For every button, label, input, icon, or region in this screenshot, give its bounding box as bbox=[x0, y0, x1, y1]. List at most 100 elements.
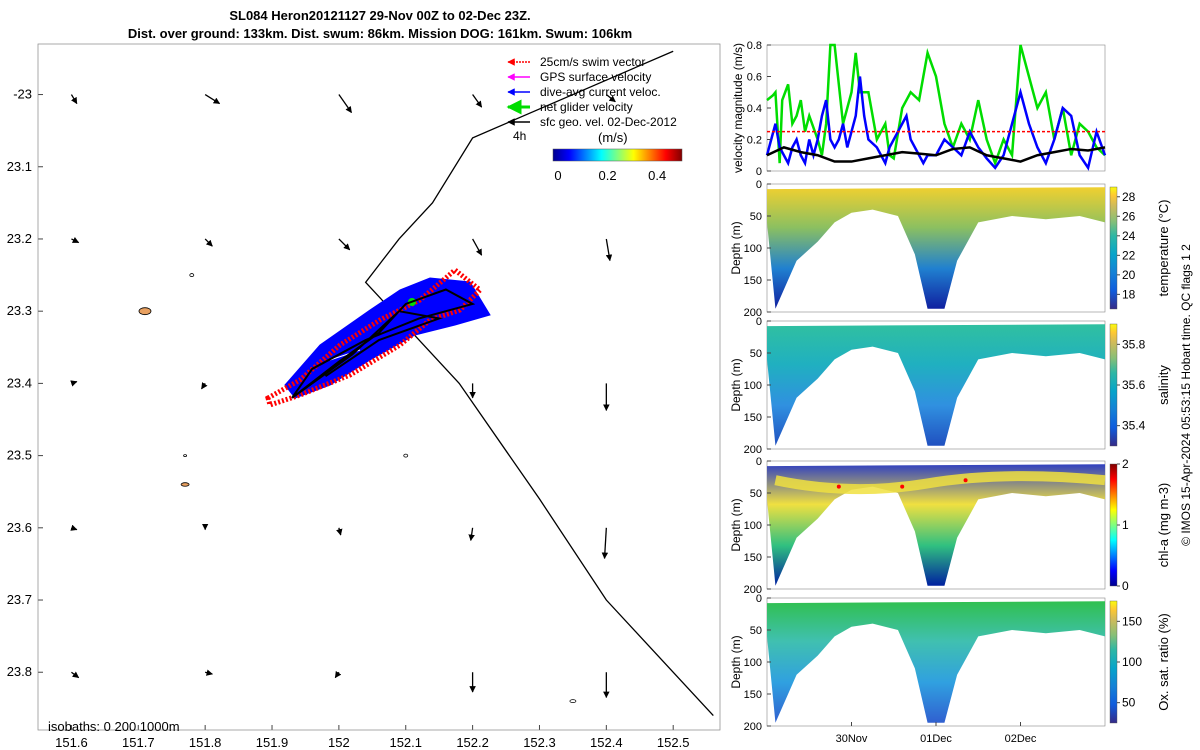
map-x-tick-label: 152.4 bbox=[590, 735, 623, 750]
colorbar-tick-label: 35.4 bbox=[1122, 419, 1146, 433]
geo-velocity-vector bbox=[601, 527, 609, 560]
section-data-field bbox=[767, 601, 1105, 723]
section-colorbar bbox=[1109, 186, 1118, 310]
geo-velocity-vector bbox=[204, 93, 221, 105]
map-y-tick-label: 23.6 bbox=[7, 520, 32, 535]
map-colorbar-tick-label: 0 bbox=[554, 168, 561, 183]
section-y-tick-label: 0 bbox=[756, 316, 762, 328]
map-plot-area bbox=[37, 43, 721, 731]
section-y-tick-label: 150 bbox=[744, 275, 762, 287]
isobath-contour bbox=[180, 482, 190, 487]
map-y-tick-label: 23.1 bbox=[7, 159, 32, 174]
legend-gps: GPS surface velocity bbox=[540, 70, 651, 84]
time-x-tick-label: 30Nov bbox=[836, 733, 868, 745]
section-colorbar bbox=[1109, 600, 1118, 724]
geo-velocity-vector bbox=[338, 238, 351, 251]
colorbar-tick-label: 28 bbox=[1122, 190, 1136, 204]
map-colorbar-tick-label: 0.4 bbox=[648, 168, 666, 183]
section-y-tick-label: 100 bbox=[744, 380, 762, 392]
geo-velocity-vector bbox=[472, 94, 483, 108]
velocity-y-tick-label: 0.2 bbox=[747, 135, 762, 147]
legend-current: dive-avg current veloc. bbox=[540, 85, 661, 99]
chl-max-layer bbox=[774, 471, 1106, 495]
isobath-contour bbox=[189, 273, 195, 277]
chl-peak-point bbox=[836, 484, 841, 489]
colorbar-tick-label: 100 bbox=[1122, 655, 1142, 669]
section-colorbar bbox=[1109, 323, 1118, 447]
map-y-tick-label: -23 bbox=[13, 87, 32, 102]
section-y-tick-label: 100 bbox=[744, 520, 762, 532]
colorbar-label: Ox. sat. ratio (%) bbox=[1156, 613, 1171, 711]
map-y-tick-label: 23.3 bbox=[7, 303, 32, 318]
section-panel: 0 50 100 150 200 Depth (m) 35.4 35.6 35.8 salinit… bbox=[729, 316, 1171, 456]
geostrophic-vectors bbox=[70, 93, 616, 699]
section-y-label: Depth (m) bbox=[729, 635, 743, 688]
section-y-tick-label: 50 bbox=[750, 348, 762, 360]
velocity-y-tick-label: 0.4 bbox=[747, 103, 762, 115]
colorbar-label: temperature (°C) bbox=[1156, 200, 1171, 297]
section-y-tick-label: 100 bbox=[744, 657, 762, 669]
chart-title-line-1: SL084 Heron20121127 29-Nov 00Z to 02-Dec… bbox=[229, 8, 531, 23]
velocity-y-tick-label: 0.6 bbox=[747, 72, 762, 84]
swim-vector-cloud bbox=[265, 266, 484, 409]
section-y-label: Depth (m) bbox=[729, 221, 743, 274]
section-y-tick-label: 0 bbox=[756, 593, 762, 605]
section-y-tick-label: 150 bbox=[744, 689, 762, 701]
geo-velocity-vector bbox=[201, 382, 208, 390]
map-x-tick-label: 151.7 bbox=[122, 735, 155, 750]
geo-velocity-vector bbox=[70, 94, 78, 105]
section-data-field bbox=[767, 324, 1105, 446]
section-y-label: Depth (m) bbox=[729, 358, 743, 411]
isobath-contour bbox=[403, 453, 409, 458]
map-x-tick-label: 151.8 bbox=[189, 735, 222, 750]
time-x-tick-label: 01Dec bbox=[920, 733, 952, 745]
map-x-tick-label: 152 bbox=[328, 735, 350, 750]
legend-scale-label: 4h bbox=[513, 129, 526, 143]
map-y-tick-label: 23.4 bbox=[7, 375, 32, 390]
isobath-label: isobaths: 0 200 1000m bbox=[48, 719, 180, 734]
glider-track-line bbox=[291, 288, 476, 399]
geo-velocity-vector bbox=[70, 524, 78, 531]
colorbar-tick-label: 1 bbox=[1122, 518, 1129, 532]
section-y-tick-label: 50 bbox=[750, 211, 762, 223]
colorbar-tick-label: 22 bbox=[1122, 248, 1136, 262]
colorbar-label: chl-a (mg m-3) bbox=[1156, 483, 1171, 568]
map-colorbar-tick-label: 0.2 bbox=[599, 168, 617, 183]
map-legend: 25cm/s swim vector GPS surface velocity … bbox=[506, 55, 683, 183]
map-y-tick-label: 23.8 bbox=[7, 664, 32, 679]
map-x-tick-label: 152.5 bbox=[657, 735, 690, 750]
velocity-series-line bbox=[766, 146, 1106, 163]
colorbar-tick-label: 24 bbox=[1122, 229, 1136, 243]
section-data-field bbox=[767, 464, 1105, 586]
chl-peak-point bbox=[963, 478, 968, 483]
map-x-tick-label: 152.2 bbox=[456, 735, 489, 750]
section-y-tick-label: 200 bbox=[744, 721, 762, 733]
velocity-y-label: velocity magnitude (m/s) bbox=[731, 43, 745, 173]
colorbar-tick-label: 0 bbox=[1122, 579, 1129, 593]
section-panel: 0 50 100 150 200 Depth (m) 0 1 2 chl-a (mg m-3) bbox=[729, 456, 1171, 596]
chart-title-line-2: Dist. over ground: 133km. Dist. swum: 86… bbox=[127, 26, 633, 41]
colorbar-tick-label: 35.6 bbox=[1122, 378, 1146, 392]
isobath-contour bbox=[183, 454, 187, 458]
chl-peak-point bbox=[900, 484, 905, 489]
map-x-tick-label: 151.9 bbox=[256, 735, 289, 750]
section-y-tick-label: 0 bbox=[756, 179, 762, 191]
map-y-tick-label: 23.7 bbox=[7, 592, 32, 607]
map-panel: 151.6 151.7 151.8 151.9 152 152.1 152.2 152.3 15… bbox=[7, 43, 721, 750]
section-y-tick-label: 0 bbox=[756, 456, 762, 468]
map-x-tick-label: 151.6 bbox=[55, 735, 88, 750]
section-y-tick-label: 200 bbox=[744, 584, 762, 596]
geo-velocity-vector bbox=[338, 94, 353, 114]
velocity-y-tick-label: 0 bbox=[756, 166, 762, 178]
shelf-boundary-line bbox=[364, 50, 714, 716]
section-y-tick-label: 200 bbox=[744, 307, 762, 319]
geo-velocity-vector bbox=[468, 527, 475, 542]
map-y-axis: -23 23.1 23.2 23.3 23.4 23.5 23.6 23.7 23.8 bbox=[7, 87, 43, 679]
geo-velocity-vector bbox=[71, 237, 80, 244]
section-y-tick-label: 50 bbox=[750, 488, 762, 500]
colorbar-tick-label: 18 bbox=[1122, 287, 1136, 301]
map-y-tick-label: 23.2 bbox=[7, 231, 32, 246]
velocity-y-axis: 0 0.2 0.4 0.6 0.8 bbox=[747, 40, 771, 178]
isobath-contours bbox=[138, 273, 577, 704]
copyright-note: © IMOS 15-Apr-2024 05:53:15 Hobart time.… bbox=[1179, 244, 1193, 546]
